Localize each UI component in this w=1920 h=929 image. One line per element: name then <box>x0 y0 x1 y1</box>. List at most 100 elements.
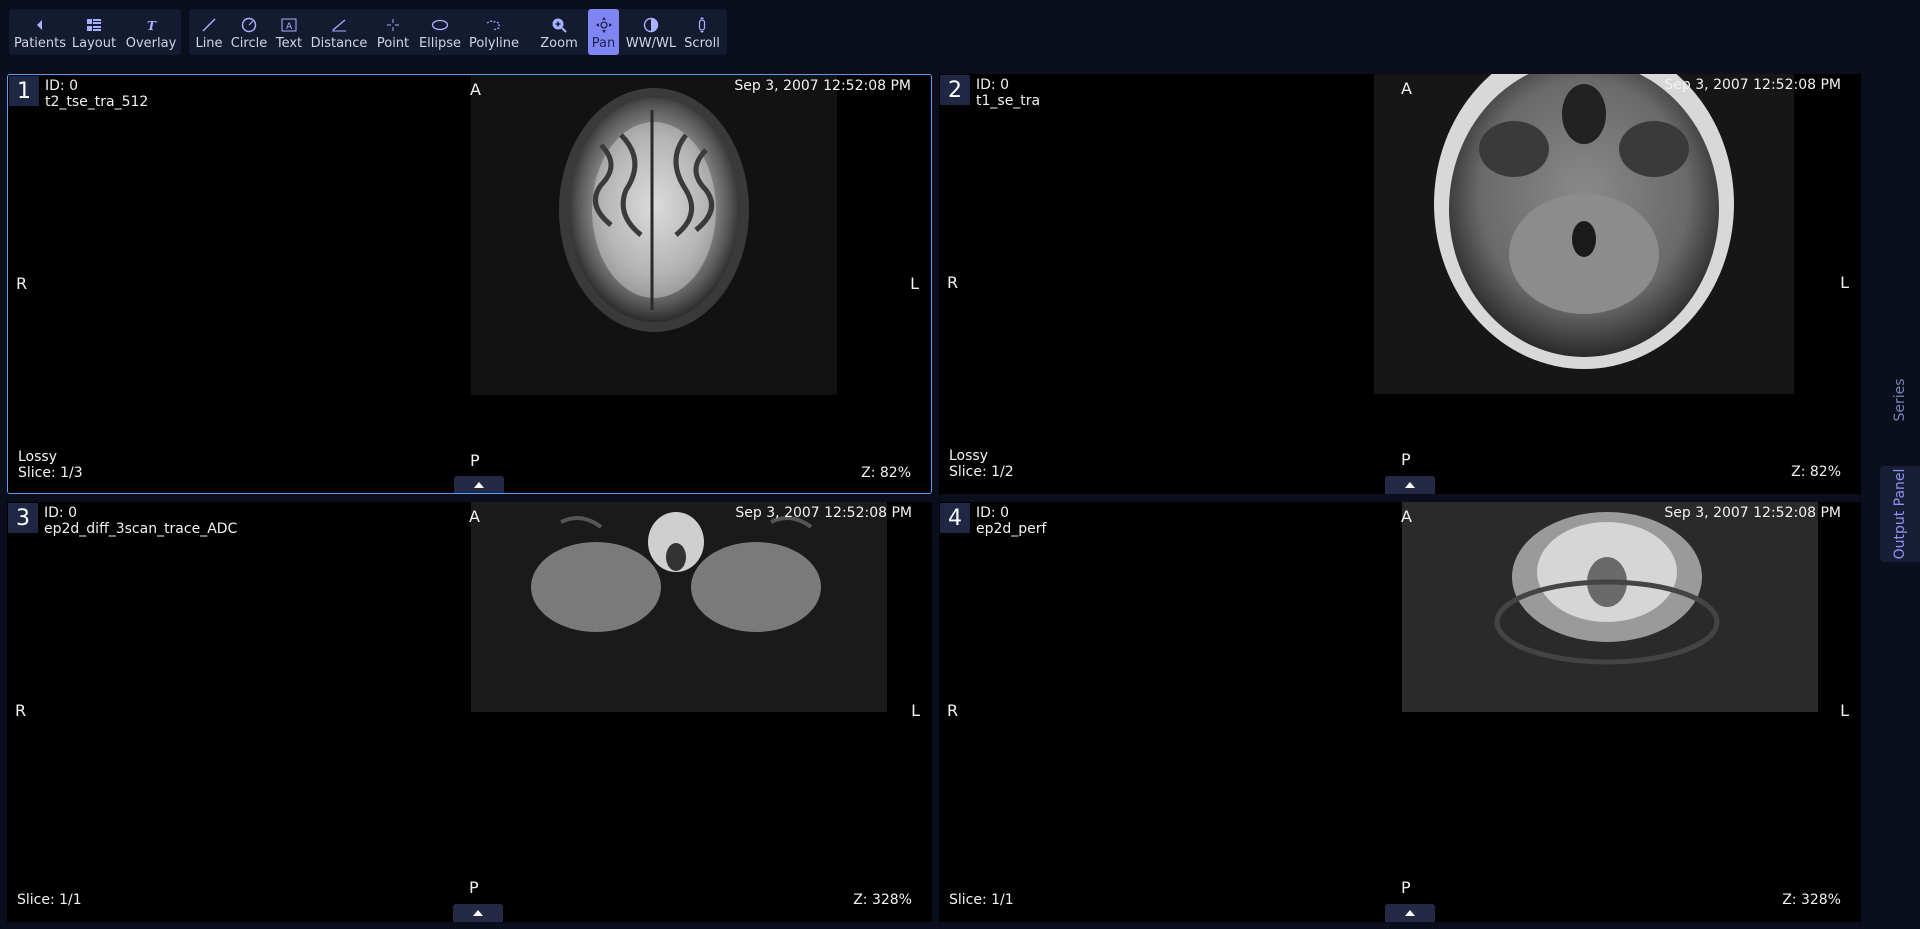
expand-toggle[interactable] <box>453 904 503 922</box>
study-date: Sep 3, 2007 12:52:08 PM <box>734 78 911 94</box>
viewport-number: 2 <box>940 75 970 105</box>
expand-toggle[interactable] <box>1385 476 1435 494</box>
ellipse-label: Ellipse <box>418 36 462 51</box>
orientation-right: L <box>910 274 919 293</box>
output-panel-tab[interactable]: Output Panel <box>1880 466 1920 562</box>
patients-button[interactable]: Patients <box>13 9 67 55</box>
slice-indicator: Slice: 1/2 <box>949 464 1014 480</box>
mri-image-3[interactable] <box>471 502 887 712</box>
zoom-indicator: Z: 328% <box>853 892 912 908</box>
series-panel-tab[interactable]: Series <box>1880 360 1920 440</box>
expand-toggle[interactable] <box>454 476 504 493</box>
scroll-button[interactable]: Scroll <box>681 9 723 55</box>
orientation-top: A <box>469 507 480 526</box>
layout-button[interactable]: Layout <box>71 9 117 55</box>
viewport-3[interactable]: 3 ID: 0 ep2d_diff_3scan_trace_ADC Sep 3,… <box>7 502 932 922</box>
expand-toggle[interactable] <box>1385 904 1435 922</box>
distance-button[interactable]: Distance <box>309 9 369 55</box>
orientation-right: L <box>1840 273 1849 292</box>
layout-label: Layout <box>71 36 117 51</box>
scroll-icon <box>697 15 707 35</box>
slice-indicator: Slice: 1/1 <box>17 892 82 908</box>
zoom-indicator: Z: 82% <box>861 465 911 481</box>
toolbar: Patients Layout T Overlay Line <box>0 0 1920 70</box>
chevron-up-icon <box>1405 482 1415 488</box>
line-icon <box>202 15 216 35</box>
overlay-button[interactable]: T Overlay <box>125 9 177 55</box>
series-description: t2_tse_tra_512 <box>45 94 149 110</box>
caret-left-icon <box>34 15 46 35</box>
orientation-right: L <box>911 701 920 720</box>
ellipse-button[interactable]: Ellipse <box>417 9 463 55</box>
orientation-bottom: P <box>1401 450 1411 469</box>
output-panel-tab-label: Output Panel <box>1892 468 1908 560</box>
zoom-label: Zoom <box>540 36 578 51</box>
patient-id: ID: 0 <box>44 505 77 521</box>
chevron-up-icon <box>473 910 483 916</box>
orientation-left: R <box>15 701 27 720</box>
text-t-icon: T <box>145 15 157 35</box>
ruler-icon <box>331 15 347 35</box>
series-description: t1_se_tra <box>976 93 1041 109</box>
pan-icon <box>595 15 612 35</box>
distance-label: Distance <box>310 36 368 51</box>
series-description: ep2d_diff_3scan_trace_ADC <box>44 521 238 537</box>
grid-icon <box>87 15 101 35</box>
chevron-up-icon <box>474 482 484 488</box>
study-date: Sep 3, 2007 12:52:08 PM <box>735 505 912 521</box>
orientation-left: R <box>16 274 28 293</box>
zoom-indicator: Z: 328% <box>1782 892 1841 908</box>
text-label: Text <box>275 36 303 51</box>
toolbar-group-navigation: Patients Layout T Overlay <box>9 9 181 55</box>
patient-id: ID: 0 <box>45 78 78 94</box>
viewport-number: 1 <box>9 76 39 106</box>
point-button[interactable]: Point <box>373 9 413 55</box>
line-label: Line <box>195 36 223 51</box>
mri-image-1[interactable] <box>471 75 837 395</box>
study-date: Sep 3, 2007 12:52:08 PM <box>1664 505 1841 521</box>
mri-image-2[interactable] <box>1374 74 1794 394</box>
slice-indicator: Slice: 1/3 <box>18 465 83 481</box>
polyline-label: Polyline <box>468 36 520 51</box>
polyline-button[interactable]: Polyline <box>467 9 521 55</box>
orientation-right: L <box>1840 701 1849 720</box>
study-date: Sep 3, 2007 12:52:08 PM <box>1664 77 1841 93</box>
text-button[interactable]: A Text <box>273 9 305 55</box>
patient-id: ID: 0 <box>976 505 1009 521</box>
zoom-icon <box>551 15 567 35</box>
orientation-top: A <box>1401 507 1412 526</box>
orientation-bottom: P <box>1401 878 1411 897</box>
viewport-number: 3 <box>8 503 38 533</box>
viewport-1[interactable]: 1 ID: 0 t2_tse_tra_512 Sep 3, 2007 12:52… <box>7 74 932 494</box>
compression-label: Lossy <box>18 449 57 465</box>
slice-indicator: Slice: 1/1 <box>949 892 1014 908</box>
circle-icon <box>241 15 257 35</box>
wwwl-button[interactable]: WW/WL <box>624 9 678 55</box>
line-button[interactable]: Line <box>192 9 226 55</box>
series-tab-label: Series <box>1892 378 1908 422</box>
toolbar-group-tools: Line Circle A Text Distance Point <box>189 9 727 55</box>
compression-label: Lossy <box>949 448 988 464</box>
svg-text:T: T <box>147 19 157 31</box>
overlay-label: Overlay <box>125 36 177 51</box>
series-description: ep2d_perf <box>976 521 1047 537</box>
patients-label: Patients <box>13 36 67 51</box>
pan-button[interactable]: Pan <box>588 9 619 55</box>
orientation-left: R <box>947 273 959 292</box>
orientation-bottom: P <box>469 878 479 897</box>
viewport-number: 4 <box>940 503 970 533</box>
point-label: Point <box>376 36 410 51</box>
orientation-bottom: P <box>470 451 480 470</box>
svg-text:A: A <box>286 22 293 32</box>
contrast-icon <box>643 15 659 35</box>
patient-id: ID: 0 <box>976 77 1009 93</box>
zoom-button[interactable]: Zoom <box>539 9 579 55</box>
viewport-4[interactable]: 4 ID: 0 ep2d_perf Sep 3, 2007 12:52:08 P… <box>939 502 1861 922</box>
viewport-2[interactable]: 2 ID: 0 t1_se_tra Sep 3, 2007 12:52:08 P… <box>939 74 1861 494</box>
circle-button[interactable]: Circle <box>229 9 269 55</box>
orientation-left: R <box>947 701 959 720</box>
mri-image-4[interactable] <box>1402 502 1818 712</box>
ellipse-icon <box>431 15 449 35</box>
orientation-top: A <box>470 80 481 99</box>
zoom-indicator: Z: 82% <box>1791 464 1841 480</box>
